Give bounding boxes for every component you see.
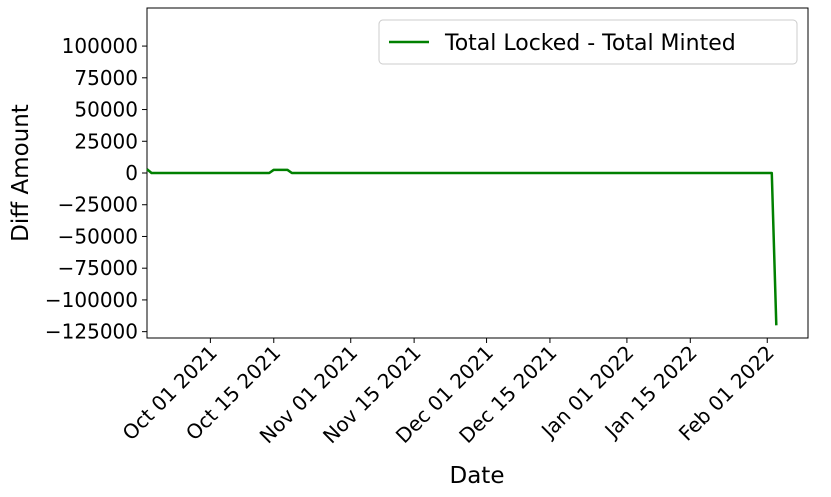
y-tick-label: 75000 xyxy=(74,66,138,90)
y-tick-label: 50000 xyxy=(74,98,138,122)
y-tick-label: 100000 xyxy=(62,34,138,58)
legend-label: Total Locked - Total Minted xyxy=(444,31,736,56)
legend-box xyxy=(378,19,798,65)
y-axis-label: Diff Amount xyxy=(8,104,34,242)
y-tick-label: −100000 xyxy=(45,288,138,312)
y-tick-label: −125000 xyxy=(45,320,138,344)
y-tick-label: 0 xyxy=(125,161,138,185)
y-tick-label: −25000 xyxy=(58,193,138,217)
y-tick-label: −50000 xyxy=(58,224,138,248)
y-tick-label: 25000 xyxy=(74,129,138,153)
data-line xyxy=(146,168,778,326)
x-axis-label: Date xyxy=(450,463,505,489)
y-tick-label: −75000 xyxy=(58,256,138,280)
